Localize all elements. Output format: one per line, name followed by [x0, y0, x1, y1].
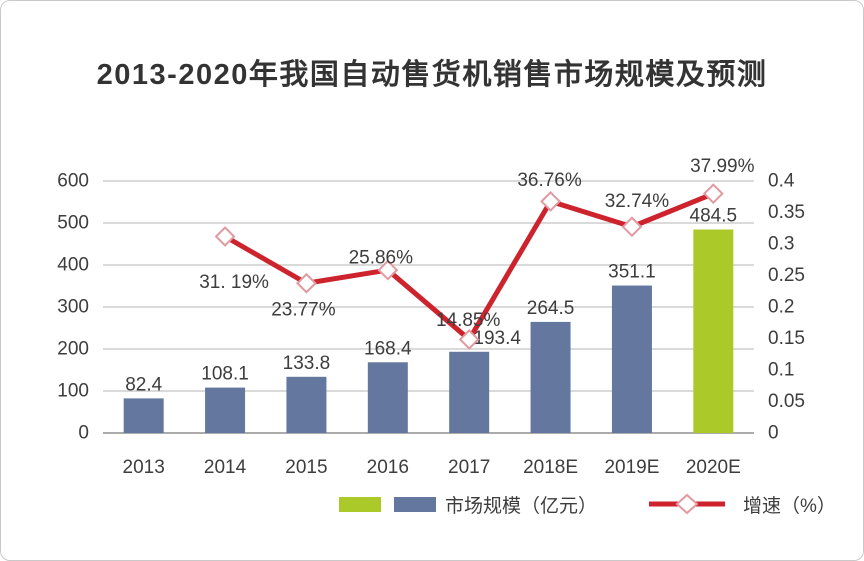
x-axis-label: 2014 [204, 457, 247, 478]
bar-value-label: 193.4 [473, 328, 521, 349]
bar-value-label: 82.4 [125, 374, 162, 395]
right-axis-tick-label: 0.35 [768, 202, 805, 223]
right-axis-tick-label: 0.2 [768, 297, 794, 318]
chart-title: 2013-2020年我国自动售货机销售市场规模及预测 [96, 59, 768, 91]
chart-legend: 市场规模（亿元） 增速（%） [339, 489, 836, 519]
bar-2013 [123, 398, 164, 433]
left-axis-tick-label: 0 [78, 423, 89, 444]
diamond-marker-icon [296, 272, 317, 294]
left-axis-tick-label: 300 [57, 297, 89, 318]
x-axis-label: 2016 [367, 457, 409, 478]
right-axis-tick-label: 0.05 [768, 391, 805, 412]
bar-2018E [530, 321, 571, 433]
bar-2019E [611, 285, 652, 433]
diamond-marker-icon [458, 329, 480, 350]
bar-2015 [286, 376, 327, 433]
legend-growth-sample [649, 493, 726, 515]
x-axis-label: 2018E [523, 457, 578, 478]
diamond-marker-icon [621, 216, 643, 238]
growth-value-label: 37.99% [690, 156, 755, 177]
legend-diamond-marker-icon [675, 493, 699, 515]
left-axis-tick-label: 100 [57, 381, 89, 402]
x-axis-label: 2019E [604, 457, 659, 478]
bar-value-label: 484.5 [690, 206, 738, 227]
bar-value-label: 108.1 [201, 364, 249, 385]
growth-value-label: 23.77% [271, 300, 336, 321]
diamond-marker-icon [214, 226, 236, 247]
legend-label-market-size: 市场规模（亿元） [445, 495, 598, 517]
right-axis-tick-label: 0.3 [768, 234, 794, 255]
left-axis-tick-label: 500 [57, 213, 89, 234]
right-axis-tick-label: 0.4 [768, 171, 795, 192]
bar-2017 [449, 351, 490, 433]
x-axis-label: 2020E [686, 457, 741, 478]
bar-value-label: 168.4 [364, 338, 412, 359]
x-axis-label: 2015 [285, 457, 327, 478]
bar-2016 [367, 362, 408, 433]
bar-value-label: 351.1 [608, 262, 656, 283]
growth-value-label: 32.74% [605, 191, 670, 212]
bar-2020E [693, 229, 734, 433]
growth-value-label: 14.85% [436, 310, 501, 331]
x-axis-label: 2017 [448, 457, 490, 478]
bar-value-label: 133.8 [283, 353, 331, 374]
legend-swatch-market-size [394, 496, 436, 512]
left-axis-tick-label: 400 [57, 255, 89, 276]
diamond-marker-icon [377, 259, 399, 281]
bar-value-label: 264.5 [527, 298, 575, 319]
growth-value-label: 31. 19% [199, 272, 269, 293]
legend-swatch-forecast [339, 496, 381, 512]
right-axis-tick-label: 0 [768, 423, 779, 444]
x-axis-label: 2013 [123, 457, 165, 478]
left-axis-tick-label: 200 [57, 339, 89, 360]
right-axis-tick-label: 0.15 [768, 328, 805, 349]
legend-label-growth: 增速（%） [743, 495, 836, 517]
growth-value-label: 36.76% [517, 170, 582, 191]
right-axis-tick-label: 0.25 [768, 265, 805, 286]
growth-value-label: 25.86% [349, 248, 414, 269]
diamond-marker-icon [540, 190, 561, 212]
diamond-marker-icon [702, 183, 724, 205]
left-axis-tick-label: 600 [57, 171, 89, 192]
chart-plot-area: 0 100 200 300 400 500 600 0 0.05 0.1 0.15 0.2 0.25 0.… [57, 156, 805, 478]
right-axis-tick-label: 0.1 [768, 360, 794, 381]
bar-2014 [205, 387, 246, 433]
